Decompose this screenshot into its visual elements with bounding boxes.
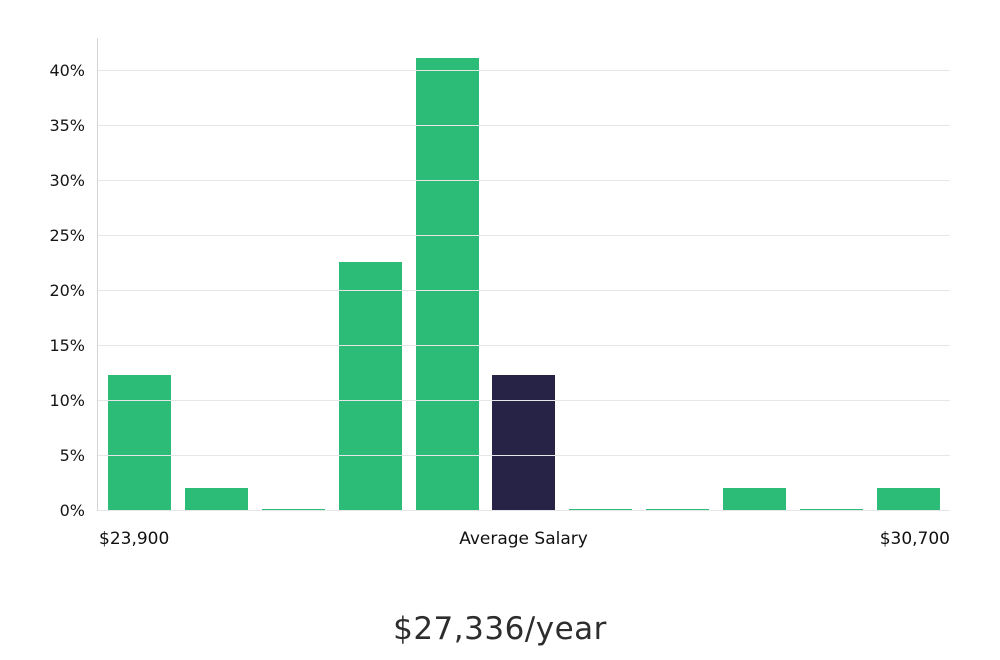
gridline — [98, 125, 950, 126]
gridline — [98, 345, 950, 346]
y-tick-label: 25% — [49, 226, 85, 245]
x-label-min-salary: $23,900 — [99, 529, 170, 549]
bars — [98, 38, 950, 511]
bar-average-salary — [492, 374, 556, 511]
gridline — [98, 510, 950, 511]
y-tick-label: 20% — [49, 281, 85, 300]
gridline — [98, 70, 950, 71]
x-label-average-salary: Average Salary — [459, 529, 588, 549]
y-tick-label: 15% — [49, 336, 85, 355]
bar — [723, 487, 787, 511]
bar — [184, 487, 248, 511]
x-axis-labels: $23,900 Average Salary $30,700 — [97, 529, 950, 555]
y-tick-label: 5% — [59, 446, 85, 465]
bar — [108, 374, 171, 511]
y-tick-label: 0% — [59, 501, 85, 520]
x-label-max-salary: $30,700 — [879, 529, 950, 549]
bar — [876, 487, 940, 511]
y-axis: 0% 5% 10% 15% 20% 25% 30% 35% 40% — [0, 38, 85, 519]
y-tick-label: 40% — [49, 61, 85, 80]
gridline — [98, 400, 950, 401]
bar — [415, 57, 479, 511]
bar — [338, 262, 402, 511]
gridline — [98, 455, 950, 456]
y-tick-label: 35% — [49, 116, 85, 135]
average-salary-title: $27,336/year — [393, 611, 607, 647]
y-tick-label: 10% — [49, 391, 85, 410]
y-tick-label: 30% — [49, 171, 85, 190]
plot-area — [97, 38, 950, 511]
gridline — [98, 180, 950, 181]
gridline — [98, 235, 950, 236]
gridline — [98, 290, 950, 291]
